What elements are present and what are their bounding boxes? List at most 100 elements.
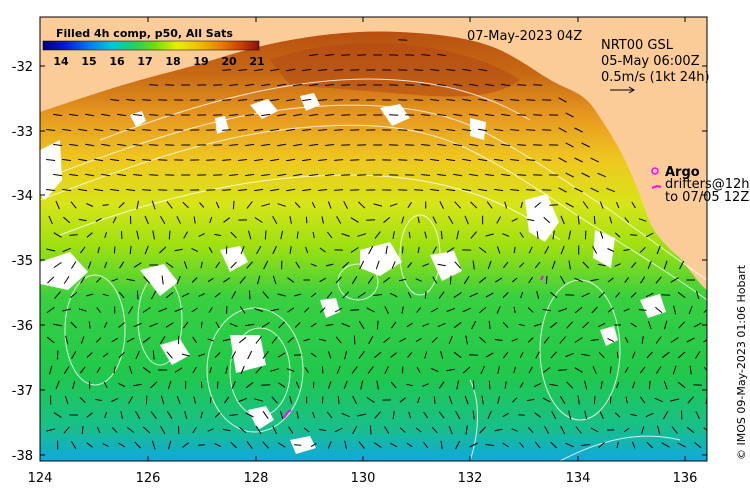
current-vector	[222, 99, 232, 101]
current-vector	[422, 323, 430, 327]
current-vector	[182, 201, 189, 209]
current-vector	[334, 307, 343, 313]
current-vector	[453, 83, 463, 87]
current-vector	[254, 98, 264, 102]
current-vector	[272, 245, 277, 255]
colorbar-title: Filled 4h comp, p50, All Sats	[56, 27, 233, 40]
current-vector	[520, 291, 524, 299]
current-vector	[96, 426, 101, 434]
current-vector	[78, 158, 88, 162]
current-vector	[135, 411, 141, 419]
current-vector	[533, 144, 543, 146]
current-vector	[312, 411, 316, 419]
current-vector	[319, 307, 326, 313]
current-vector	[462, 128, 472, 132]
current-vector	[207, 338, 214, 342]
current-vector	[496, 216, 501, 224]
current-vector	[510, 129, 520, 131]
current-vector	[166, 201, 173, 209]
current-vector	[513, 246, 516, 254]
current-vector	[469, 442, 478, 448]
current-vector	[384, 366, 389, 374]
current-vector	[591, 306, 598, 314]
current-vector	[558, 369, 568, 371]
current-vector	[518, 414, 525, 416]
current-vector	[310, 352, 317, 358]
current-vector	[656, 245, 661, 255]
current-vector	[479, 426, 486, 434]
current-vector	[104, 411, 108, 419]
current-vector	[581, 292, 590, 298]
current-vector	[261, 322, 270, 328]
current-vector	[469, 83, 479, 87]
info-line-2: 05-May 06:00Z	[601, 54, 700, 69]
current-vector	[152, 230, 155, 240]
current-vector	[304, 307, 310, 313]
current-vector	[485, 173, 495, 177]
current-vector	[479, 306, 487, 314]
current-vector	[159, 335, 166, 345]
current-vector	[96, 366, 101, 374]
current-vector	[334, 69, 344, 71]
current-vector	[117, 143, 127, 147]
current-vector	[389, 442, 398, 448]
current-vector	[446, 158, 456, 162]
current-vector	[384, 426, 390, 434]
current-vector	[641, 336, 644, 344]
current-vector	[254, 128, 264, 132]
y-tick-label: -32	[12, 60, 33, 75]
current-vector	[191, 277, 198, 283]
current-vector	[335, 276, 342, 284]
current-vector	[631, 261, 637, 269]
current-vector	[110, 98, 120, 102]
current-vector	[518, 323, 525, 327]
current-vector	[677, 351, 686, 359]
current-vector	[358, 320, 365, 330]
current-vector	[192, 336, 198, 344]
current-vector	[144, 245, 149, 255]
current-vector	[63, 426, 70, 434]
current-vector	[110, 158, 120, 162]
current-vector	[79, 366, 86, 374]
current-vector	[657, 425, 661, 435]
current-vector	[543, 367, 551, 373]
current-vector	[296, 411, 299, 419]
current-vector	[503, 351, 509, 359]
current-vector	[215, 201, 220, 209]
current-vector	[647, 261, 652, 269]
current-vector	[607, 307, 614, 313]
current-vector	[101, 173, 111, 177]
current-vector	[639, 246, 646, 254]
current-vector	[670, 398, 680, 402]
current-vector	[577, 395, 580, 405]
current-vector	[272, 275, 277, 285]
current-vector	[485, 83, 495, 87]
current-vector	[501, 143, 511, 147]
current-vector	[375, 260, 380, 270]
current-vector	[510, 189, 520, 191]
current-vector	[401, 306, 404, 314]
current-vector	[545, 275, 548, 285]
current-vector	[453, 113, 463, 117]
current-vector	[191, 247, 199, 253]
current-vector	[239, 306, 246, 314]
current-vector	[53, 232, 62, 238]
current-vector	[198, 293, 205, 297]
current-vector	[417, 246, 420, 254]
current-vector	[85, 113, 95, 117]
current-vector	[247, 350, 253, 360]
y-tick-label: -33	[12, 125, 33, 140]
current-vector	[183, 231, 189, 239]
current-vector	[126, 98, 136, 102]
current-vector	[517, 144, 527, 146]
current-vector	[421, 144, 431, 146]
current-vector	[126, 337, 135, 343]
current-vector	[568, 230, 572, 240]
current-vector	[181, 353, 190, 357]
current-vector	[501, 173, 511, 177]
current-vector	[79, 396, 86, 404]
current-vector	[417, 396, 421, 404]
current-vector	[326, 411, 333, 419]
current-vector	[278, 321, 285, 329]
current-vector	[96, 277, 102, 283]
